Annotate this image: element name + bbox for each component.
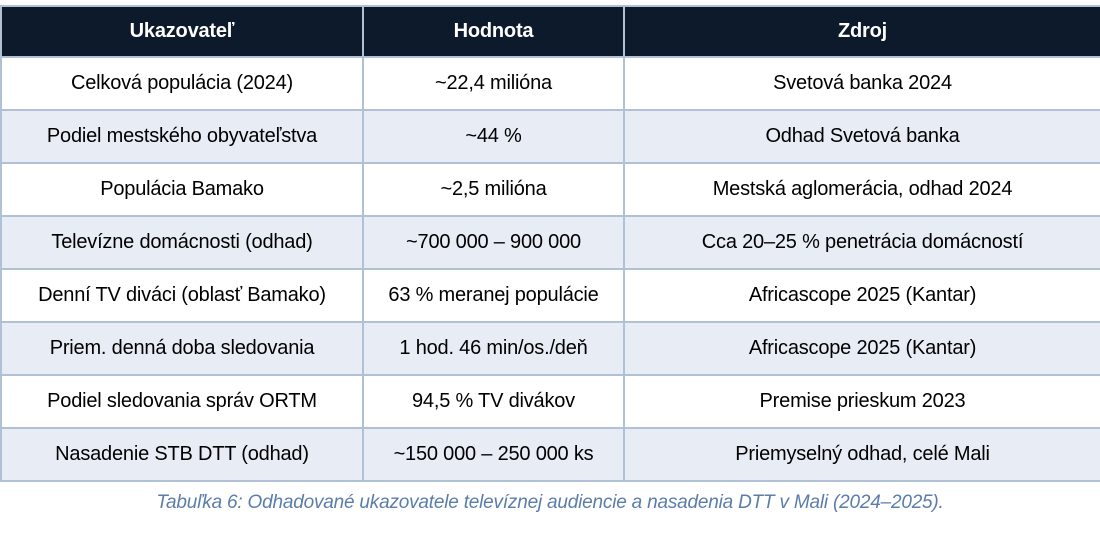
table-cell: 94,5 % TV divákov <box>362 374 625 429</box>
table-cell: Odhad Svetová banka <box>623 109 1100 164</box>
table-cell: Priem. denná doba sledovania <box>0 321 364 376</box>
table-row: Televízne domácnosti (odhad) ~700 000 – 9… <box>0 215 1100 270</box>
table-cell: Priemyselný odhad, celé Mali <box>623 427 1100 482</box>
table-cell: Podiel sledovania správ ORTM <box>0 374 364 429</box>
table-header-row: Ukazovateľ Hodnota Zdroj <box>0 5 1100 58</box>
table-cell: Mestská aglomerácia, odhad 2024 <box>623 162 1100 217</box>
table-cell: Podiel mestského obyvateľstva <box>0 109 364 164</box>
table-cell: Cca 20–25 % penetrácia domácností <box>623 215 1100 270</box>
table-cell: ~22,4 milióna <box>362 56 625 111</box>
table-row: Populácia Bamako ~2,5 milióna Mestská aglo… <box>0 162 1100 217</box>
column-header-ukazovatel: Ukazovateľ <box>0 5 364 58</box>
table-cell: Televízne domácnosti (odhad) <box>0 215 364 270</box>
table-cell: Celková populácia (2024) <box>0 56 364 111</box>
table-row: Denní TV diváci (oblasť Bamako) 63 % mera… <box>0 268 1100 323</box>
table-body: Celková populácia (2024) ~22,4 milióna Sve… <box>0 56 1100 482</box>
table-cell: Svetová banka 2024 <box>623 56 1100 111</box>
table-cell: Populácia Bamako <box>0 162 364 217</box>
table-row: Podiel mestského obyvateľstva ~44 % Odhad … <box>0 109 1100 164</box>
column-header-hodnota: Hodnota <box>362 5 625 58</box>
table-cell: Premise prieskum 2023 <box>623 374 1100 429</box>
table-cell: ~700 000 – 900 000 <box>362 215 625 270</box>
table-row: Priem. denná doba sledovania 1 hod. 46 mi… <box>0 321 1100 376</box>
table-cell: Denní TV diváci (oblasť Bamako) <box>0 268 364 323</box>
table-caption: Tabuľka 6: Odhadované ukazovatele televí… <box>156 492 944 513</box>
table-cell: 1 hod. 46 min/os./deň <box>362 321 625 376</box>
column-header-zdroj: Zdroj <box>623 5 1100 58</box>
table-cell: 63 % meranej populácie <box>362 268 625 323</box>
table-row: Celková populácia (2024) ~22,4 milióna Sve… <box>0 56 1100 111</box>
table-cell: ~2,5 milióna <box>362 162 625 217</box>
table-row: Podiel sledovania správ ORTM 94,5 % TV di… <box>0 374 1100 429</box>
table-cell: Africascope 2025 (Kantar) <box>623 321 1100 376</box>
table-cell: ~150 000 – 250 000 ks <box>362 427 625 482</box>
table-cell: ~44 % <box>362 109 625 164</box>
table-row: Nasadenie STB DTT (odhad) ~150 000 – 250 … <box>0 427 1100 482</box>
table-cell: Nasadenie STB DTT (odhad) <box>0 427 364 482</box>
indicators-table: Ukazovateľ Hodnota Zdroj Celková populác… <box>0 5 1100 482</box>
table-cell: Africascope 2025 (Kantar) <box>623 268 1100 323</box>
